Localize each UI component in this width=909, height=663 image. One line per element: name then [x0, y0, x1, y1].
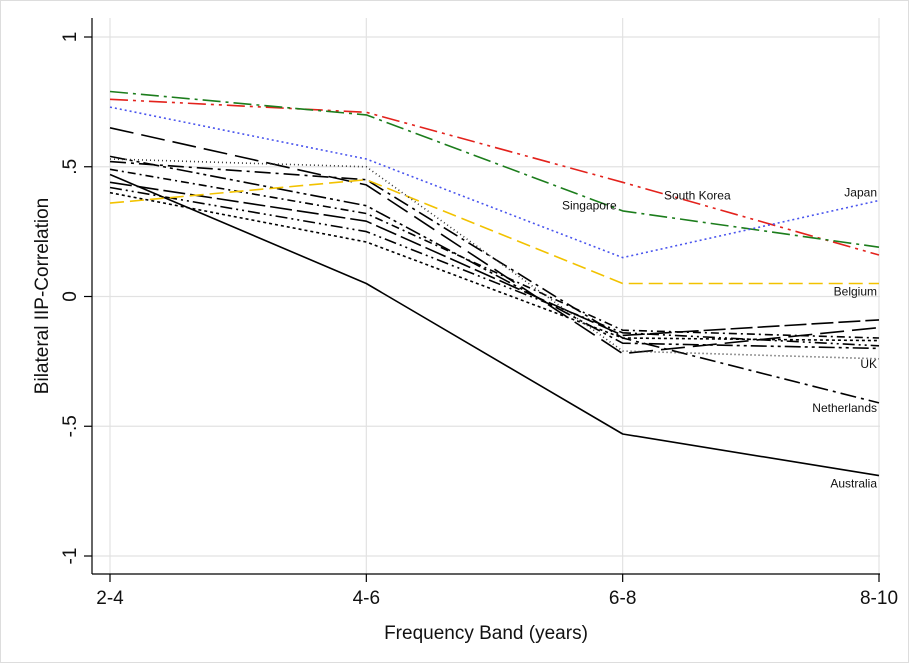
y-axis-title: Bilateral IIP-Correlation — [32, 198, 53, 394]
y-tick-label: .5 — [60, 159, 81, 175]
series-labels: South Korea Singapore Japan Belgium UK Nether… — [562, 186, 877, 491]
series-label: South Korea — [664, 188, 731, 202]
series-label: Japan — [844, 186, 877, 200]
series-line — [109, 158, 880, 360]
series-line — [109, 127, 880, 355]
series-line — [109, 106, 880, 259]
series-label: Netherlands — [812, 401, 877, 415]
series-line — [109, 155, 880, 350]
series-line — [109, 191, 880, 342]
series-label: Belgium — [834, 284, 877, 298]
series-label: Singapore — [562, 199, 617, 213]
series-line — [109, 90, 880, 248]
y-tick-label: -.5 — [60, 415, 81, 437]
y-tick-label: -1 — [60, 548, 81, 565]
gridlines — [92, 18, 880, 574]
series-line — [109, 181, 880, 337]
x-tick-label: 8-10 — [860, 588, 898, 609]
series-line — [109, 173, 880, 477]
series-line — [109, 178, 879, 285]
axes: 1 .5 0 -.5 -1 2-4 4-6 6-8 8-10 — [60, 18, 898, 609]
series-line — [109, 186, 880, 347]
series-label: Australia — [830, 476, 877, 490]
y-tick-label: 0 — [60, 291, 81, 302]
x-axis-title: Frequency Band (years) — [384, 623, 588, 644]
x-tick-label: 2-4 — [96, 588, 124, 609]
series-lines — [109, 90, 880, 477]
series-label: UK — [860, 357, 877, 371]
series-line — [109, 98, 880, 256]
y-tick-label: 1 — [60, 32, 81, 43]
x-tick-label: 4-6 — [353, 588, 380, 609]
series-line — [109, 160, 880, 404]
x-tick-label: 6-8 — [609, 588, 636, 609]
